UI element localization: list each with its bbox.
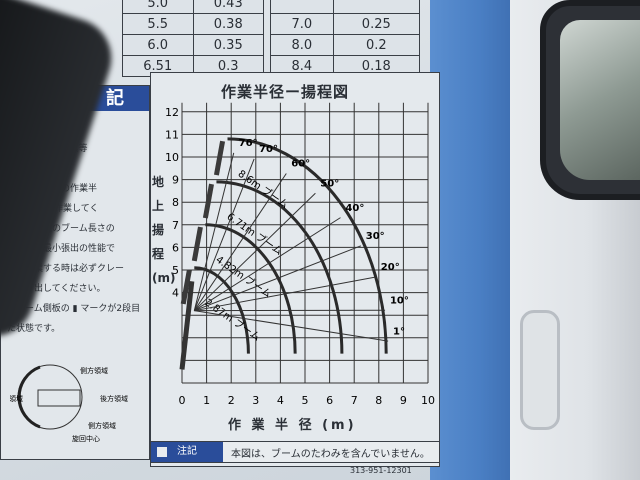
part-number: 313-951-12301: [350, 466, 412, 475]
boom-arc: [194, 266, 250, 354]
note-line: 目ブーム側板の ▮ マークが2段目: [7, 304, 141, 314]
table-row: 8.0 0.2: [270, 34, 421, 56]
load-table-left: 5.0 0.43 5.5 0.38 6.0 0.35 6.51 0.3: [122, 0, 264, 77]
angle-label: 20°: [381, 262, 400, 273]
series-label: 6.71m ブーム: [225, 210, 286, 258]
x-axis-label: 作 業 半 径 (m): [228, 418, 357, 433]
diagram-label: 後方領域: [100, 394, 128, 403]
angle-label: 10°: [390, 296, 409, 307]
x-tick-label: 10: [421, 394, 435, 407]
series-label: 4.82m ブーム: [213, 253, 274, 301]
mirror-glass: [560, 20, 640, 180]
x-tick-label: 9: [400, 394, 407, 407]
table-cell: 0.3: [192, 55, 264, 77]
y-tick-label: 12: [165, 106, 179, 119]
boom-tip-icon: [213, 140, 226, 176]
door-handle: [520, 310, 560, 430]
note-line: た状態です。: [7, 324, 61, 334]
load-table-right: 7.0 0.25 8.0 0.2 8.4 0.18: [270, 0, 421, 77]
footnote-label: 注記: [151, 442, 223, 462]
x-tick-label: 5: [302, 394, 309, 407]
angle-line: [193, 158, 255, 311]
note-line: 張出時は最小張出の性能で: [7, 244, 116, 254]
x-tick-label: 6: [326, 394, 333, 407]
x-tick-label: 7: [351, 394, 358, 407]
footnote-text: 本図は、ブームのたわみを含んでいません。: [231, 449, 430, 460]
angle-line: [194, 310, 389, 342]
chart-title: 作業半径ー揚程図: [221, 83, 350, 101]
y-tick-label: 4: [172, 287, 179, 300]
x-tick-label: 0: [179, 394, 186, 407]
boom-tip-icon: [191, 226, 203, 262]
x-tick-label: 1: [203, 394, 210, 407]
footnote: 注記 本図は、ブームのたわみを含んでいません。: [150, 441, 440, 463]
y-tick-label: 5: [172, 264, 179, 277]
angle-label: 60°: [291, 159, 310, 170]
angle-line: [193, 152, 235, 311]
square-icon: [157, 447, 167, 457]
table-row: 7.0 0.25: [270, 13, 421, 35]
x-tick-label: 4: [277, 394, 284, 407]
blue-crane-column: [430, 0, 512, 480]
diagram-label: 側方領域: [88, 421, 116, 430]
crane-base-icon: [179, 281, 195, 370]
angle-line: [194, 217, 341, 312]
table-row: 6.0 0.35: [122, 34, 264, 56]
angle-line: [193, 192, 316, 312]
y-tick-label: 10: [165, 151, 179, 164]
y-tick-label: 7: [172, 219, 179, 232]
angle-line: [194, 276, 376, 312]
x-tick-label: 2: [228, 394, 235, 407]
table-cell: 0.35: [192, 34, 264, 56]
diagram-label: 方領域: [10, 394, 23, 403]
angle-label: 76°: [239, 138, 258, 149]
note-line: さで作業する時は必ずクレー: [7, 264, 125, 274]
y-axis-label: 地 上 揚 程 (m): [152, 175, 176, 285]
angle-label: 70°: [259, 144, 278, 155]
angle-label: 30°: [366, 231, 385, 242]
x-tick-label: 8: [375, 394, 382, 407]
diagram-label: 側方領域: [80, 366, 108, 375]
y-tick-label: 6: [172, 241, 179, 254]
angle-line: [194, 245, 362, 312]
series-label: 8.6m ブーム: [236, 167, 291, 211]
angle-label: 40°: [345, 203, 364, 214]
angle-line: [193, 173, 287, 311]
note-line: た時は、次のブーム長さの: [7, 224, 115, 234]
boom-arc: [227, 137, 388, 354]
boom-tip-icon: [180, 269, 192, 305]
table-row: 8.4 0.18: [270, 55, 421, 77]
y-tick-label: 8: [172, 196, 179, 209]
boom-tip-icon: [202, 183, 214, 219]
angle-label: 1°: [393, 326, 405, 337]
x-tick-label: 3: [252, 394, 259, 407]
swing-area-diagram: 側方領域 後方領域 側方領域 旋回中心 方領域: [10, 364, 128, 443]
note-line: に張り出してください。: [7, 284, 106, 294]
y-tick-label: 11: [165, 128, 179, 141]
table-row: 6.51 0.3: [122, 55, 264, 77]
diagram-label: 旋回中心: [72, 434, 100, 443]
y-tick-label: 9: [172, 174, 179, 187]
footnote-label-text: 注記: [177, 446, 197, 457]
angle-label: 50°: [320, 178, 339, 189]
